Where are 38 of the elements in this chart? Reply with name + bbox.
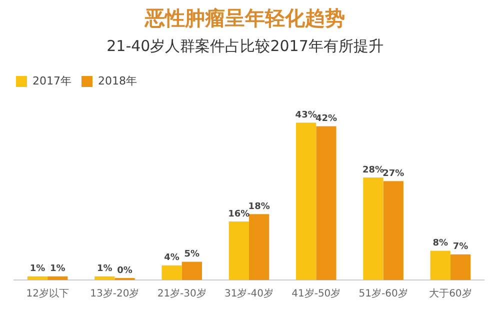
bar: [296, 122, 316, 280]
x-tick-label: 31岁-40岁: [224, 288, 274, 300]
x-tick-label: 大于60岁: [429, 288, 472, 300]
x-tick-label: 12岁以下: [26, 288, 69, 300]
data-label: 4%: [164, 253, 180, 264]
bar: [430, 250, 450, 280]
x-tick-label: 51岁-60岁: [358, 288, 408, 300]
data-label: 1%: [30, 264, 46, 274]
data-label: 8%: [432, 238, 448, 249]
data-label: 27%: [382, 169, 404, 180]
data-label: 1%: [97, 264, 112, 274]
bar: [162, 265, 182, 280]
data-label: 18%: [248, 202, 270, 212]
bar: [48, 276, 68, 280]
data-label: 43%: [295, 110, 317, 120]
bar: [228, 221, 249, 280]
bar: [249, 214, 270, 280]
data-label: 1%: [50, 264, 66, 274]
bar: [450, 254, 471, 280]
legend-label: 2018年: [98, 74, 137, 88]
data-label: 5%: [184, 250, 200, 260]
data-label: 7%: [452, 242, 468, 252]
bar: [182, 262, 202, 280]
data-label: 0%: [117, 266, 132, 276]
bar: [94, 276, 115, 280]
chart-title: 恶性肿瘤呈年轻化趋势: [144, 6, 345, 30]
bar: [363, 178, 384, 280]
legend-label: 2017年: [32, 74, 72, 88]
data-label: 28%: [362, 165, 384, 176]
x-tick-label: 41岁-50岁: [292, 288, 341, 300]
bar: [316, 126, 336, 280]
x-tick-label: 21岁-30岁: [157, 288, 206, 300]
bar: [27, 276, 48, 280]
x-tick-label: 13岁-20岁: [90, 288, 140, 300]
data-label: 16%: [228, 209, 250, 220]
data-label: 42%: [315, 114, 337, 124]
bar: [383, 181, 404, 280]
chart-subtitle: 21-40岁人群案件占比较2017年有所提升: [106, 36, 384, 55]
